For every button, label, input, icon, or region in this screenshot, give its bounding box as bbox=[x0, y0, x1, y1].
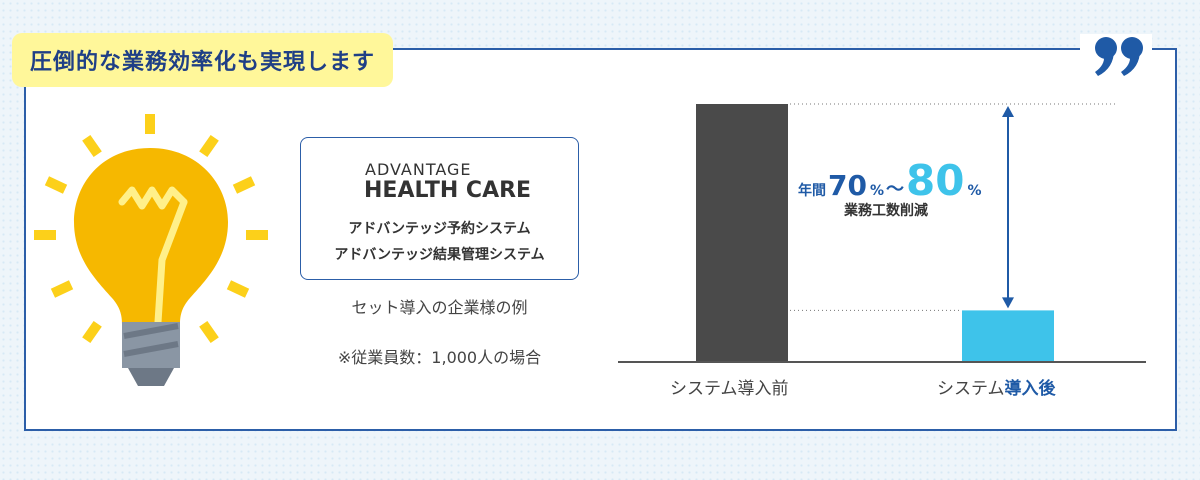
reduction-arrow-head-bottom bbox=[1002, 297, 1014, 309]
x-tick-label-before: システム導入前 bbox=[670, 379, 789, 399]
annotation-pct-low: % bbox=[869, 183, 884, 199]
bar-after bbox=[962, 310, 1054, 362]
reduction-arrow-head-top bbox=[1002, 106, 1014, 117]
annotation-prefix: 年間 bbox=[798, 183, 826, 199]
annotation-pct-high: % bbox=[967, 183, 982, 199]
annotation-low: 70 bbox=[828, 169, 867, 202]
brand-name-line2: HEALTH CARE bbox=[364, 178, 532, 203]
lightbulb-icon bbox=[32, 110, 272, 395]
bar-before bbox=[696, 104, 788, 362]
headline-text: 圧倒的な業務効率化も実現します bbox=[30, 50, 376, 75]
annotation-tilde: ～ bbox=[886, 179, 904, 200]
product-name-reservation: アドバンテッジ予約システム bbox=[348, 221, 531, 237]
brand-name-line1: ADVANTAGE bbox=[365, 160, 472, 179]
set-example-caption: セット導入の企業様の例 bbox=[351, 298, 528, 317]
annotation-label: 業務工数削減 bbox=[844, 203, 928, 219]
headline-banner: 圧倒的な業務効率化も実現します bbox=[12, 33, 394, 87]
x-tick-label-after: システム導入後 bbox=[937, 379, 1056, 399]
workload-bar-chart bbox=[618, 103, 1146, 363]
reduction-annotation: 年間 70 % ～ 80 % 業務工数削減 bbox=[798, 160, 998, 220]
quote-icon bbox=[1080, 34, 1152, 78]
employee-count-note: ※従業員数：1,000人の場合 bbox=[337, 348, 542, 367]
annotation-high: 80 bbox=[906, 156, 965, 205]
product-name-results: アドバンテッジ結果管理システム bbox=[334, 247, 545, 263]
brand-card: ADVANTAGE HEALTH CARE アドバンテッジ予約システム アドバン… bbox=[300, 137, 579, 280]
